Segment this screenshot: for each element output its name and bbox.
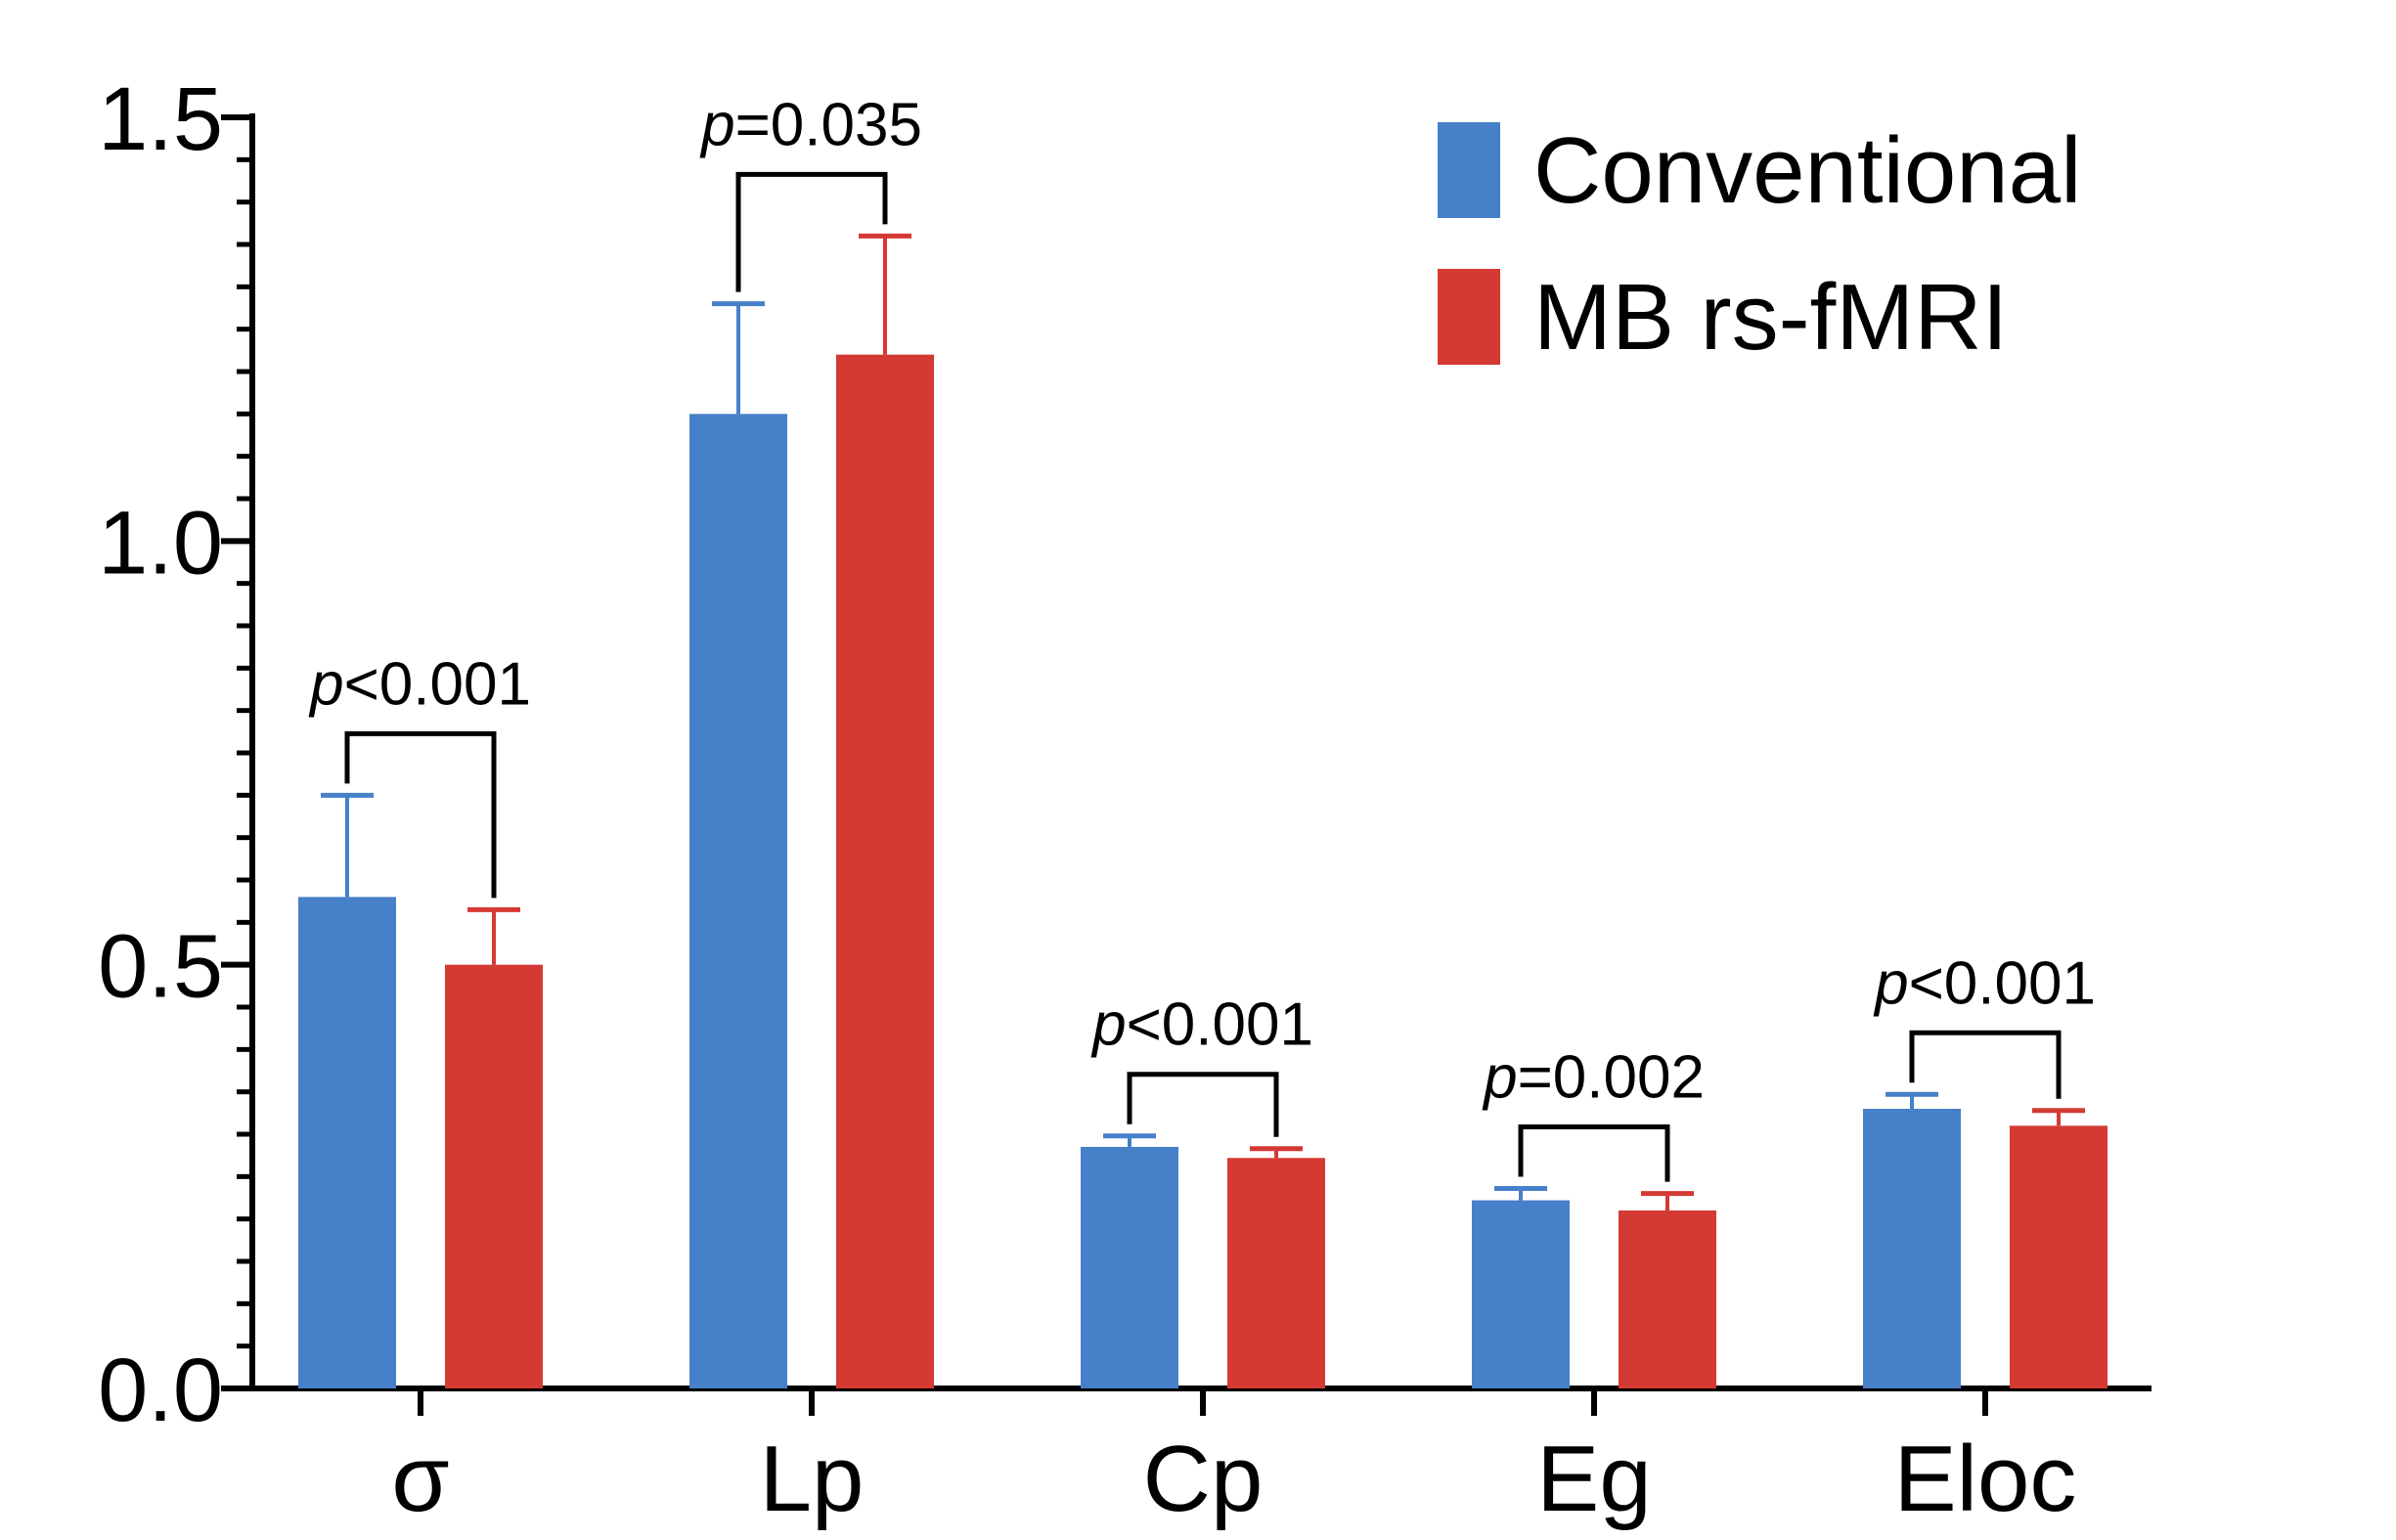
bar-mb-rs-fmri (836, 354, 934, 1389)
significance-bracket (1909, 1030, 2062, 1099)
y-tick-label: 1.0 (98, 493, 223, 593)
significance-bracket (1127, 1072, 1279, 1137)
p-value-label: p<0.001 (1873, 949, 2096, 1017)
p-value-text: <0.001 (344, 650, 531, 718)
bar-conventional (298, 897, 396, 1388)
significance-bracket (735, 171, 888, 292)
bar-mb-rs-fmri (445, 964, 543, 1388)
significance-bracket (1518, 1123, 1670, 1182)
p-symbol: p (308, 650, 343, 718)
p-symbol: p (1090, 991, 1126, 1059)
p-value-label: p<0.001 (308, 650, 531, 718)
legend-swatch (1438, 122, 1500, 218)
x-category-label: Eloc (1894, 1427, 2077, 1531)
p-symbol: p (699, 91, 734, 158)
p-symbol: p (1482, 1043, 1517, 1111)
x-category-label: Cp (1143, 1427, 1264, 1531)
bar-conventional (1081, 1147, 1178, 1388)
legend-label: MB rs-fMRI (1533, 265, 2008, 370)
p-value-text: <0.001 (1909, 949, 2096, 1017)
significance-bracket (344, 730, 497, 899)
legend-label: Conventional (1533, 118, 2081, 223)
p-value-label: p=0.002 (1482, 1043, 1705, 1111)
bar-conventional (1472, 1200, 1570, 1388)
y-tick-label: 1.5 (98, 69, 223, 169)
bar-conventional (689, 414, 787, 1388)
p-value-label: p=0.035 (699, 91, 922, 158)
p-symbol: p (1873, 949, 1908, 1017)
bar-mb-rs-fmri (1227, 1158, 1325, 1388)
x-category-label: Eg (1536, 1427, 1651, 1531)
bar-mb-rs-fmri (1619, 1210, 1716, 1388)
legend-swatch (1438, 269, 1500, 365)
bar-series-group (298, 233, 2108, 1389)
legend: Conventional MB rs-fMRI (1438, 118, 2081, 370)
y-tick-label: 0.5 (98, 917, 223, 1017)
y-axis: 0.0 0.5 1.0 1.5 (98, 69, 255, 1440)
p-value-text: =0.035 (735, 91, 922, 158)
x-axis: σ Lp Cp Eg Eloc (249, 1386, 2152, 1531)
p-value-text: <0.001 (1127, 991, 1313, 1059)
x-category-label: Lp (760, 1427, 865, 1531)
bar-mb-rs-fmri (2010, 1125, 2108, 1388)
bar-conventional (1863, 1109, 1961, 1388)
p-value-text: =0.002 (1518, 1043, 1705, 1111)
y-tick-label: 0.0 (98, 1341, 223, 1440)
p-value-label: p<0.001 (1090, 991, 1313, 1059)
x-category-label: σ (391, 1427, 449, 1531)
